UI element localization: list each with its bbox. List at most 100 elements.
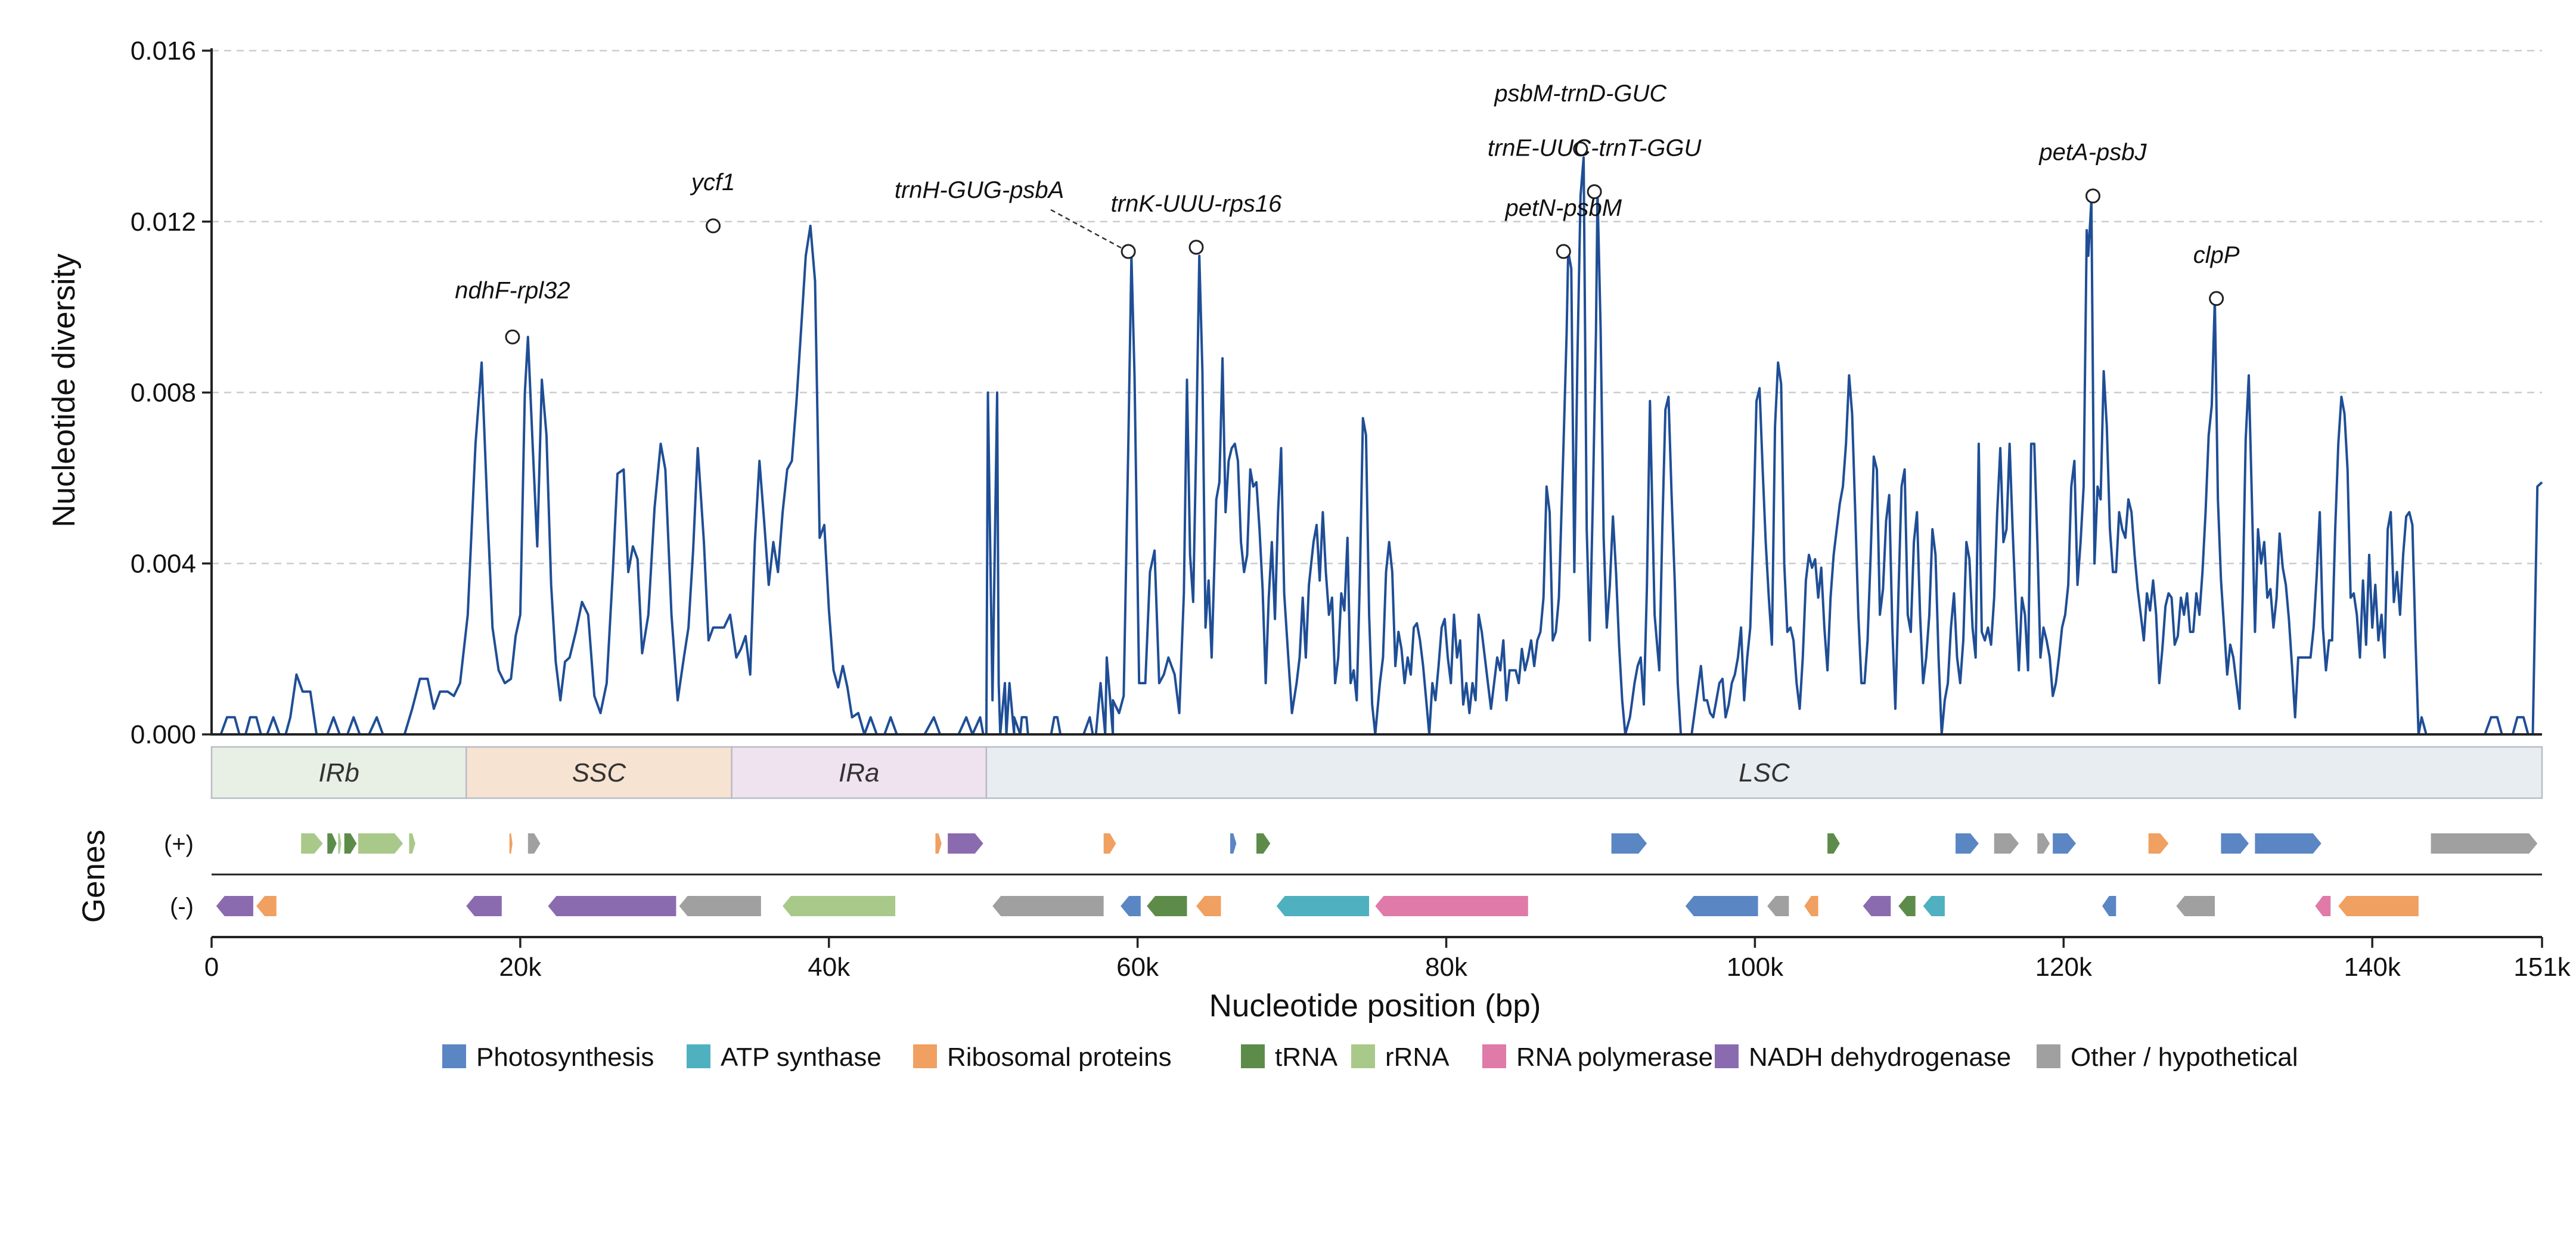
peak-marker: [2085, 188, 2100, 204]
region-band: [465, 746, 733, 799]
region-label: LSC: [1739, 758, 1790, 787]
gene-arrow: [301, 833, 323, 854]
x-tick-label: 100k: [1727, 953, 1784, 982]
line-layer: [212, 156, 2543, 736]
x-tick-label: 151k: [2513, 953, 2571, 982]
gene-arrow: [2431, 833, 2538, 854]
legend-label: Other / hypothetical: [2071, 1043, 2298, 1072]
x-tick-label: 20k: [499, 953, 542, 982]
peak-marker: [505, 329, 520, 345]
legend-swatch: [442, 1044, 466, 1068]
y-tick-label: 0.016: [131, 36, 196, 66]
x-tick-label: 60k: [1116, 953, 1159, 982]
gene-arrow: [216, 896, 253, 916]
x-axis-title: Nucleotide position (bp): [1209, 988, 1541, 1024]
gene-arrow: [358, 833, 404, 854]
gene-arrow: [1994, 833, 2019, 854]
legend-layer: Photosynthesis ATP synthase Ribosomal prot…: [442, 1043, 2298, 1072]
axis-layer: 0.000 0.004 0.008 0.012 0.016 0 20k 40k 60k 80k 10…: [131, 36, 2571, 982]
gene-arrow: [783, 896, 896, 916]
peak-label: ndhF-rpl32: [455, 277, 570, 303]
peak-label: trnH-GUG-psbA: [895, 177, 1064, 203]
y-tick-label: 0.012: [131, 207, 196, 237]
gene-arrow: [1804, 896, 1818, 916]
gene-layer: (+) (-): [164, 831, 2542, 920]
gene-arrow: [256, 896, 277, 916]
peak-marker: [1188, 240, 1204, 255]
peak-label: petN-psbM: [1505, 195, 1622, 221]
legend-label: Photosynthesis: [476, 1043, 654, 1072]
peak-layer: ndhF-rpl32 ycf1 trnH-GUG-psbA trnK-UUU-rps1…: [455, 80, 2240, 345]
gene-arrow: [2338, 896, 2419, 916]
peak-label: trnK-UUU-rps16: [1111, 191, 1282, 217]
x-tick-label: 80k: [1425, 953, 1468, 982]
legend-label: rRNA: [1385, 1043, 1450, 1072]
gene-arrow: [1956, 833, 1979, 854]
legend-swatch: [2037, 1044, 2060, 1068]
gene-arrow: [1611, 833, 1647, 854]
gene-arrow: [409, 833, 415, 854]
gene-arrow: [948, 833, 983, 854]
legend-label: ATP synthase: [721, 1043, 882, 1072]
gene-arrow: [1103, 833, 1116, 854]
legend-swatch: [1241, 1044, 1265, 1068]
y-tick-label: 0.008: [131, 379, 196, 408]
region-label: SSC: [572, 758, 627, 787]
peak-marker: [706, 218, 721, 234]
genes-axis-title: Genes: [76, 830, 111, 923]
x-tick-label: 140k: [2344, 953, 2401, 982]
region-band: [210, 746, 467, 799]
legend-label: NADH dehydrogenase: [1749, 1043, 2011, 1072]
gene-arrow: [679, 896, 761, 916]
legend-swatch: [913, 1044, 937, 1068]
legend-swatch: [1351, 1044, 1375, 1068]
gene-arrow: [2255, 833, 2321, 854]
strand-label-minus: (-): [170, 894, 194, 920]
gene-arrow: [548, 896, 676, 916]
gene-arrow: [2037, 833, 2050, 854]
gene-arrow: [1923, 896, 1945, 916]
legend-label: RNA polymerase: [1516, 1043, 1713, 1072]
gene-arrow: [1685, 896, 1758, 916]
gene-arrow: [2102, 896, 2116, 916]
legend-label: tRNA: [1275, 1043, 1338, 1072]
peak-label: psbM-trnD-GUC: [1494, 80, 1667, 107]
diversity-line: [212, 156, 2543, 736]
region-band: [985, 746, 2543, 799]
gene-arrow: [1256, 833, 1271, 854]
x-tick-label: 0: [204, 953, 219, 982]
legend-swatch: [1482, 1044, 1506, 1068]
gene-arrow: [1863, 896, 1891, 916]
gene-arrow: [1827, 833, 1840, 854]
gene-arrow: [344, 833, 357, 854]
gene-arrow: [2221, 833, 2249, 854]
gene-arrow: [1276, 896, 1370, 916]
y-tick-label: 0.004: [131, 549, 196, 578]
region-label: IRb: [318, 758, 359, 787]
gene-arrow: [992, 896, 1104, 916]
x-tick-label: 40k: [808, 953, 851, 982]
region-layer: IRb SSC IRa LSC: [210, 746, 2543, 799]
gene-arrow: [1767, 896, 1789, 916]
gene-arrow: [1121, 896, 1141, 916]
gene-arrow: [2148, 833, 2169, 854]
peak-label: ycf1: [690, 169, 735, 196]
peak-label: clpP: [2193, 242, 2240, 268]
gene-arrow: [1230, 833, 1237, 854]
legend-swatch: [1715, 1044, 1739, 1068]
peak-marker: [1587, 184, 1602, 200]
peak-marker: [1121, 244, 1136, 259]
peak-label: trnE-UUC-trnT-GGU: [1488, 135, 1702, 162]
gene-arrow: [509, 833, 513, 854]
gene-arrow: [2176, 896, 2215, 916]
peak-marker: [2209, 291, 2224, 306]
gene-arrow: [1898, 896, 1916, 916]
gene-arrow: [466, 896, 502, 916]
gene-arrow: [527, 833, 541, 854]
peak-leader-line: [1050, 209, 1123, 250]
strand-label-plus: (+): [164, 831, 194, 857]
gene-arrow: [327, 833, 337, 854]
gene-arrow: [935, 833, 942, 854]
legend-swatch: [687, 1044, 710, 1068]
